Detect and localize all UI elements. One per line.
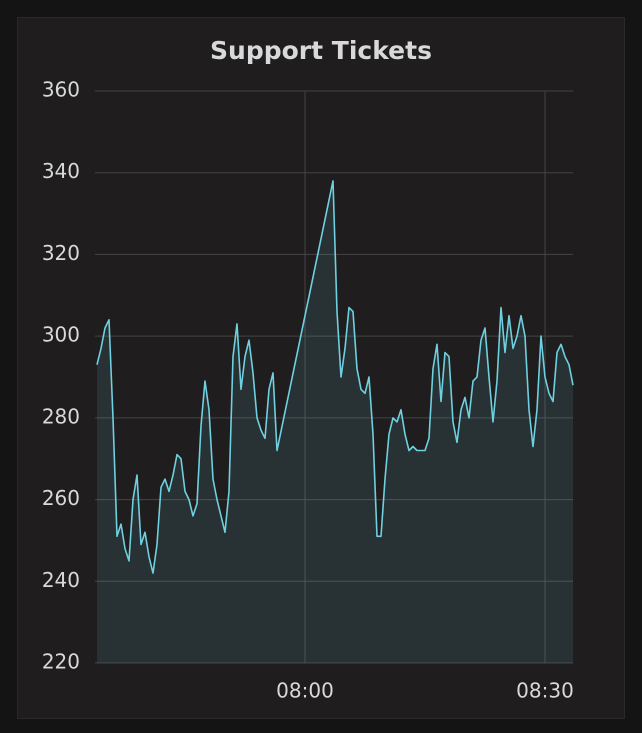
x-tick-label: 08:00: [276, 679, 334, 703]
y-tick-label: 340: [42, 159, 80, 183]
x-tick-label: 08:30: [516, 679, 574, 703]
panel: [17, 17, 625, 719]
y-tick-label: 240: [42, 568, 80, 592]
y-tick-label: 280: [42, 404, 80, 428]
line: [96, 180, 574, 574]
y-tick-label: 300: [42, 323, 80, 347]
y-tick-label: 360: [42, 78, 80, 102]
chart-title: Support Tickets: [210, 36, 432, 65]
y-tick-label: 260: [42, 486, 80, 510]
area: [97, 180, 573, 663]
y-tick-label: 320: [42, 241, 80, 265]
y-tick-label: 220: [42, 650, 80, 674]
